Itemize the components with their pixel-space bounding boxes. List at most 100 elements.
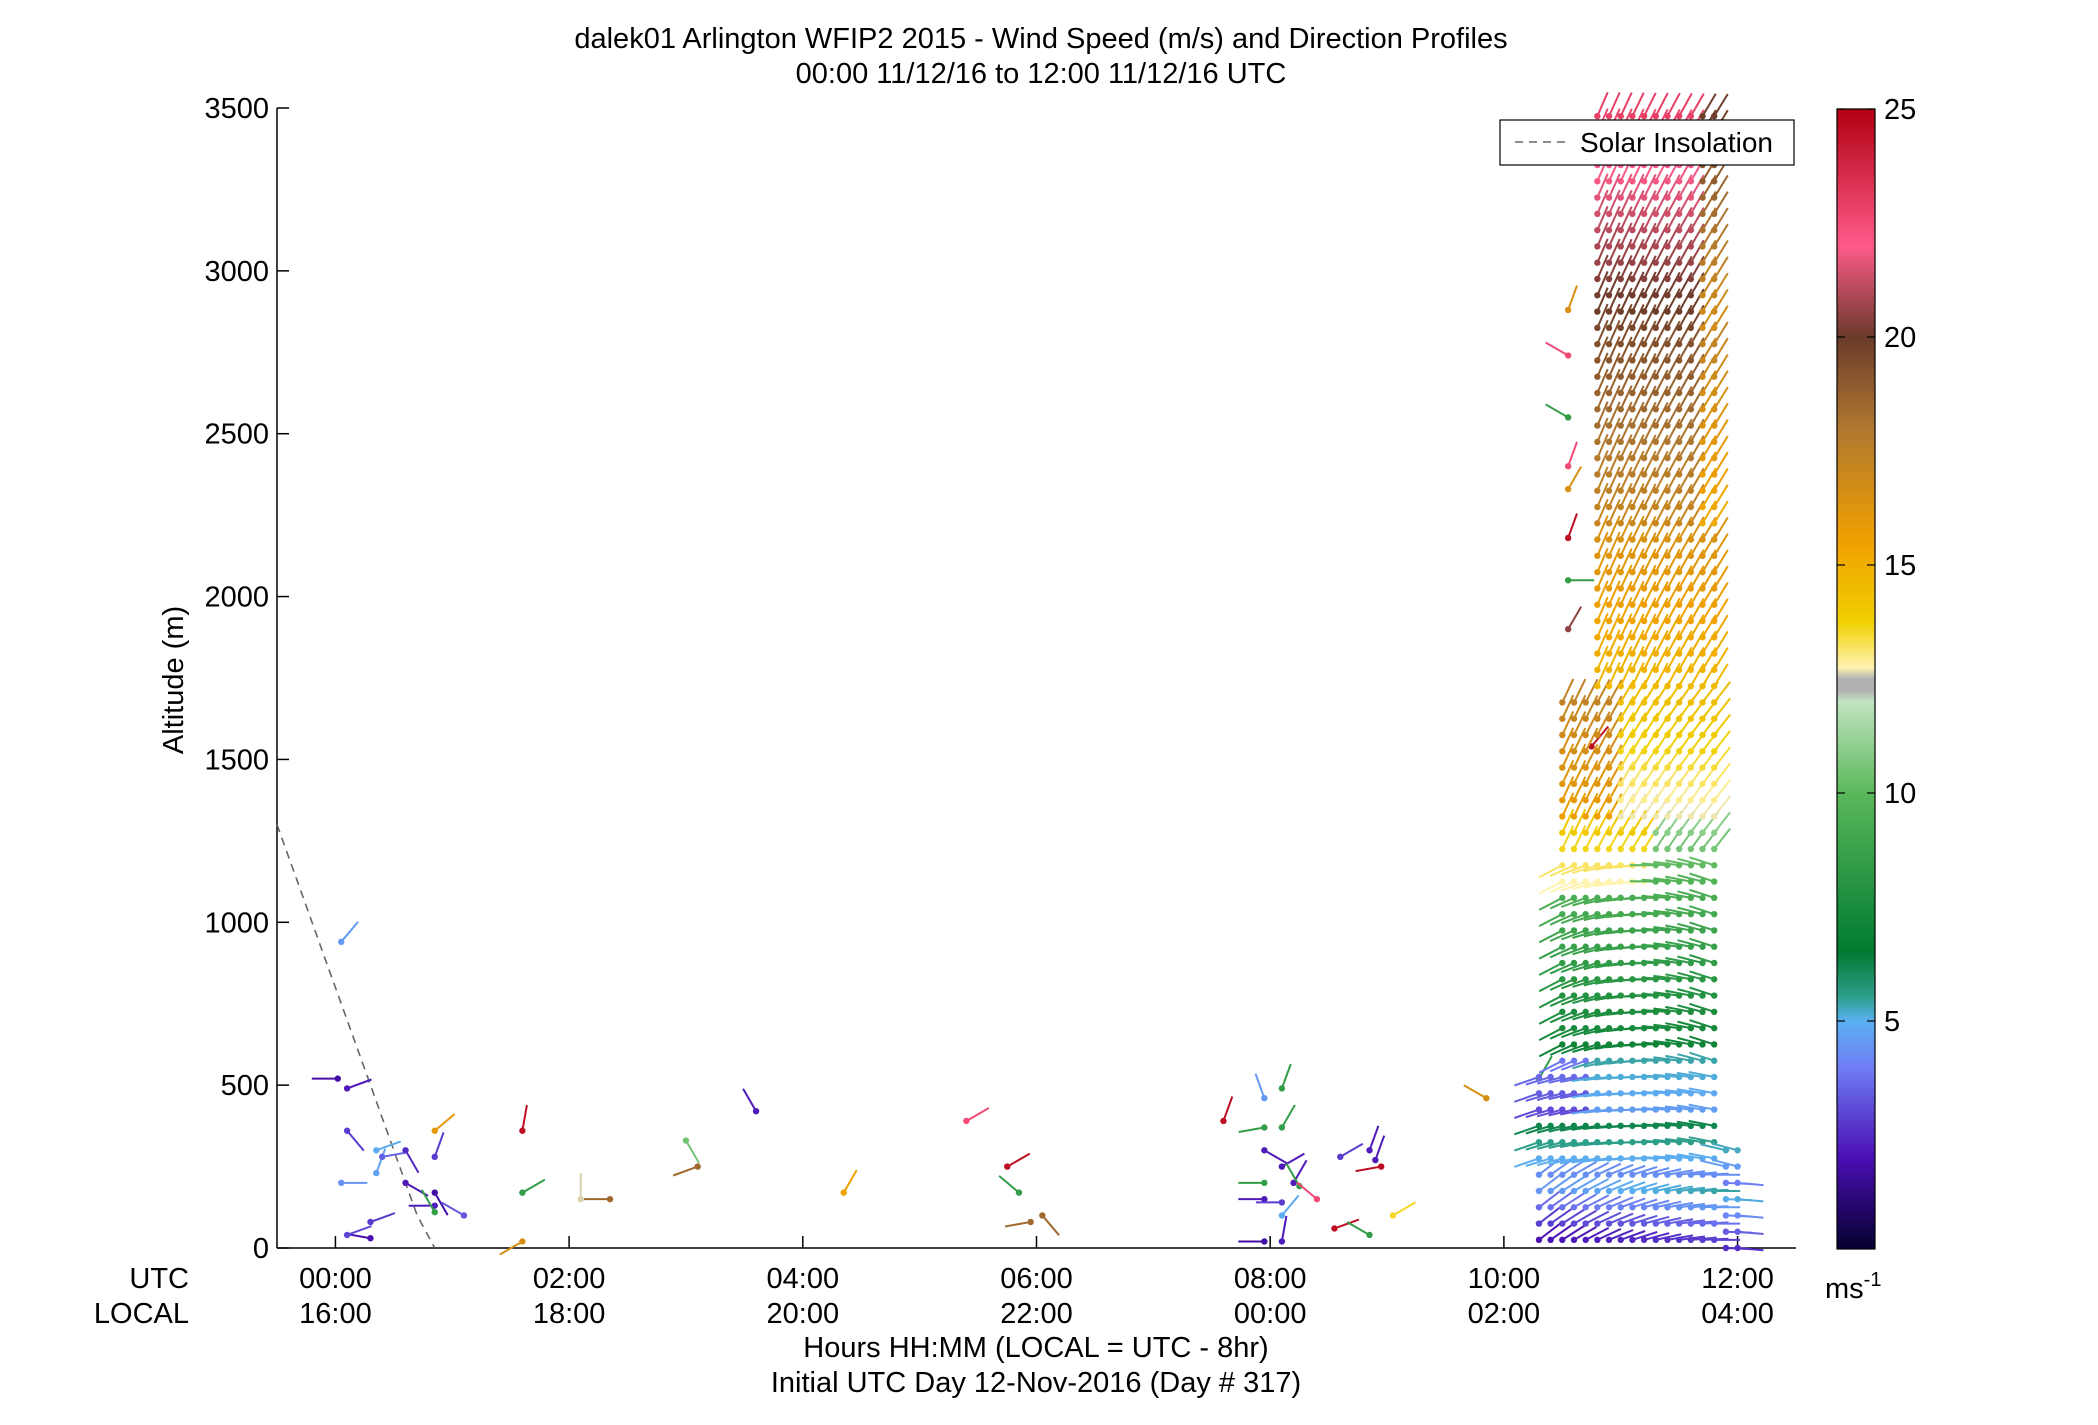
barb-shaft (1713, 321, 1729, 345)
barb-point (1605, 178, 1613, 185)
barb-point (1570, 1008, 1578, 1016)
barb-shaft (1596, 91, 1609, 117)
barb-point (840, 1189, 847, 1196)
barb-point (1711, 634, 1718, 641)
barb-point (1687, 178, 1695, 185)
barb-point (1337, 1153, 1344, 1161)
barb-point (1711, 1236, 1718, 1244)
barb-shaft (1619, 564, 1633, 589)
barb-point (1594, 845, 1601, 853)
barb-point (1687, 503, 1695, 511)
x-ticks: 00:0016:0002:0018:0004:0020:0006:0022:00… (299, 1236, 1774, 1330)
barb-shaft (1643, 515, 1657, 541)
chart-subtitle: 00:00 11/12/16 to 12:00 11/12/16 UTC (796, 58, 1287, 90)
barb-point (1711, 862, 1718, 869)
barb-point (1582, 764, 1589, 771)
barb-point (1570, 1057, 1578, 1064)
barb-shaft (1677, 1053, 1703, 1062)
barb-shaft (1596, 1211, 1622, 1225)
barb-shaft (1561, 1192, 1585, 1209)
barb-point (1640, 324, 1648, 332)
barb-shaft (1676, 1071, 1703, 1078)
barb-shaft (1567, 466, 1583, 490)
barb-point (1640, 292, 1648, 299)
barb-point (1711, 813, 1718, 820)
barb-shaft (1713, 191, 1729, 215)
barb-point (1605, 829, 1613, 836)
barb-point (1675, 1187, 1683, 1195)
barb-point (1582, 1024, 1589, 1032)
barb-shaft (1222, 1096, 1234, 1122)
barb-point (1617, 259, 1624, 266)
barb-shaft (375, 1148, 387, 1174)
barb-point (1605, 699, 1613, 706)
barb-point (1617, 666, 1624, 674)
barb-point (1652, 845, 1659, 853)
barb-shaft (1560, 1157, 1586, 1165)
barb-shaft (1006, 1152, 1031, 1168)
barb-shaft (1608, 205, 1621, 231)
barb-point (1652, 1220, 1659, 1227)
barb-point (1711, 210, 1718, 218)
barb-point (1675, 617, 1683, 625)
barb-point (1582, 959, 1589, 967)
barb-shaft (1654, 190, 1669, 215)
barb-shaft (1538, 1190, 1561, 1209)
barb-shaft (1631, 548, 1645, 573)
barb-point (1559, 1171, 1566, 1178)
barb-point (1687, 210, 1695, 218)
barb-point (1711, 194, 1718, 201)
barb-point (1594, 585, 1601, 592)
barb-shaft (1583, 945, 1610, 954)
barb-point (1722, 1212, 1730, 1219)
barb-point (1711, 243, 1718, 250)
barb-point (1617, 406, 1624, 413)
barb-shaft (1514, 1108, 1540, 1119)
barb-point (1711, 1106, 1718, 1113)
barb-point (1594, 340, 1601, 348)
barb-point (1535, 1171, 1543, 1178)
barb-shaft (1712, 1142, 1738, 1152)
barb-shaft (1620, 1164, 1646, 1176)
barb-point (1699, 878, 1706, 885)
barb-point (1582, 1008, 1589, 1016)
barb-shaft (1665, 875, 1692, 883)
barb-shaft (1596, 596, 1609, 622)
barb-point (1699, 650, 1706, 657)
barb-shaft (1653, 1155, 1680, 1160)
colorbar-tick-label: 15 (1884, 550, 1916, 582)
barb-shaft (1514, 1124, 1540, 1136)
barb-shaft (1596, 825, 1611, 850)
barb-shaft (1561, 1159, 1585, 1176)
barb-shaft (1643, 336, 1657, 361)
barb-shaft (1549, 1027, 1575, 1040)
barb-shaft (1567, 606, 1583, 630)
barb-point (1711, 829, 1718, 836)
barb-shaft (1584, 792, 1599, 817)
barb-point (1664, 487, 1671, 494)
barb-point (1675, 829, 1683, 836)
barb-point (1652, 194, 1659, 201)
barb-shaft (1643, 581, 1657, 606)
barb-point (1675, 373, 1683, 380)
barb-point (1640, 275, 1648, 283)
barb-point (1594, 243, 1601, 250)
barb-point (1640, 764, 1648, 771)
colorbar-tick-label: 25 (1884, 94, 1916, 126)
barb-shaft (1641, 927, 1668, 932)
barb-point (1652, 634, 1659, 641)
barb-shaft (1281, 1194, 1300, 1217)
barb-shaft (1654, 516, 1669, 541)
barb-point (1559, 1236, 1566, 1244)
barb-shaft (1641, 1057, 1668, 1062)
barb-shaft (1573, 1193, 1597, 1209)
barb-point (1699, 959, 1706, 967)
barb-shaft (1677, 890, 1703, 899)
barb-shaft (1561, 759, 1575, 785)
barb-point (1652, 715, 1659, 722)
barb-point (1675, 650, 1683, 657)
barb-point (1640, 178, 1648, 185)
barb-point (1699, 634, 1706, 641)
barb-point (1675, 536, 1683, 543)
barb-shaft (340, 921, 359, 943)
